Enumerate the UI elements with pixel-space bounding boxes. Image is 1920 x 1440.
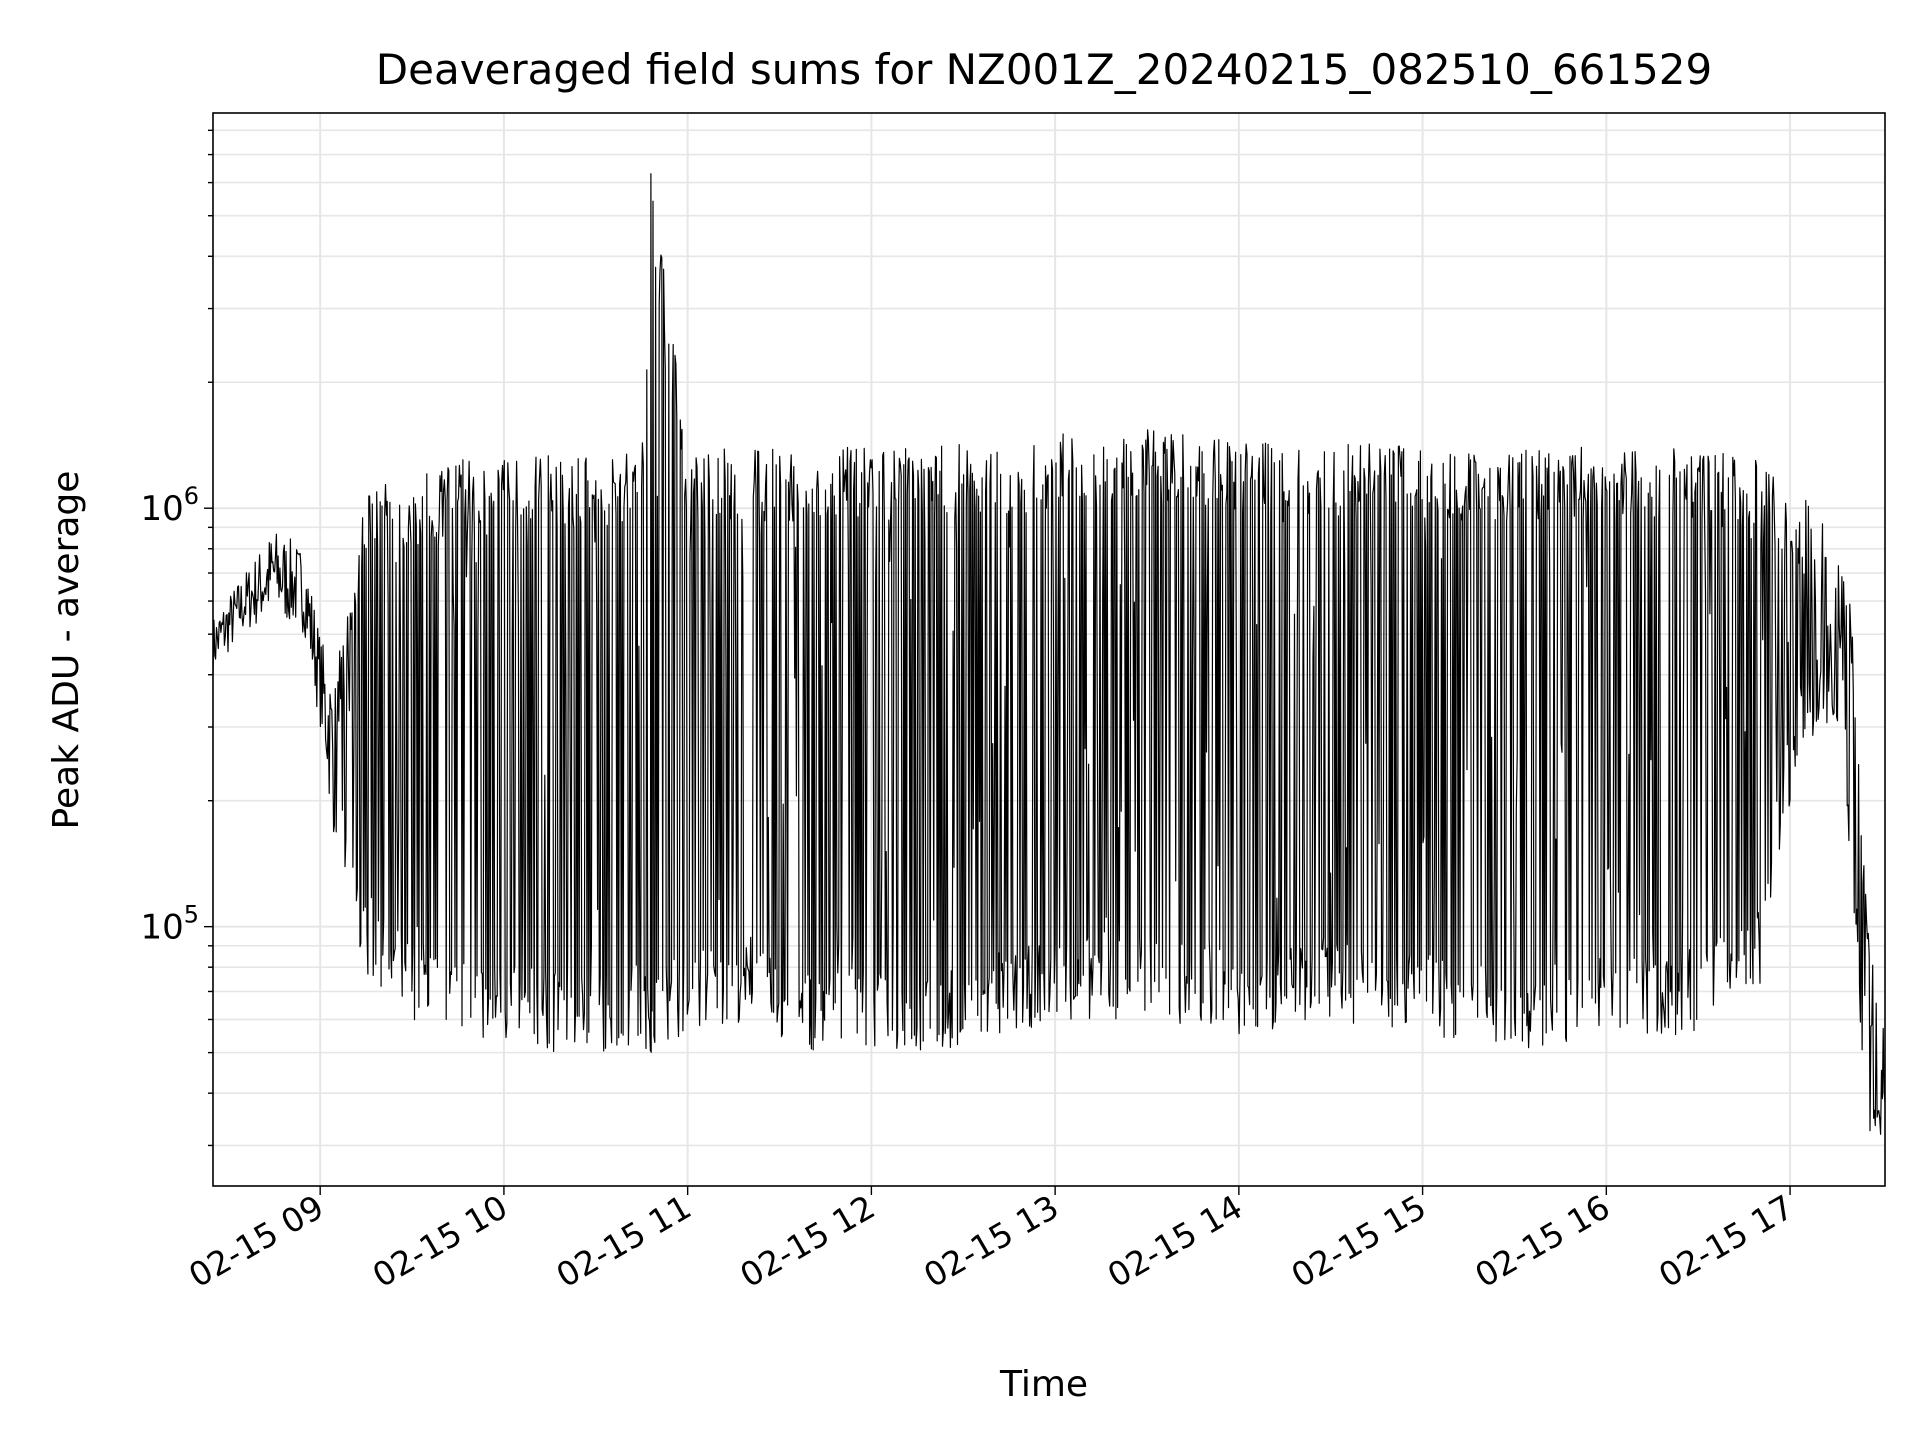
- y-tick-base: 10: [140, 908, 183, 948]
- y-tick-exponent: 5: [184, 901, 199, 929]
- y-tick-exponent: 6: [184, 482, 199, 510]
- y-axis-label: Peak ADU - average: [46, 471, 87, 830]
- chart-title: Deaveraged field sums for NZ001Z_2024021…: [376, 45, 1712, 94]
- series-line: [212, 173, 1886, 1135]
- y-tick-label: 106: [140, 482, 199, 529]
- y-tick-label: 105: [140, 901, 199, 948]
- plot-frame: [212, 112, 1886, 1187]
- y-tick-base: 10: [140, 489, 183, 529]
- x-axis-label: Time: [999, 1364, 1088, 1405]
- plot-area: [212, 173, 1886, 1135]
